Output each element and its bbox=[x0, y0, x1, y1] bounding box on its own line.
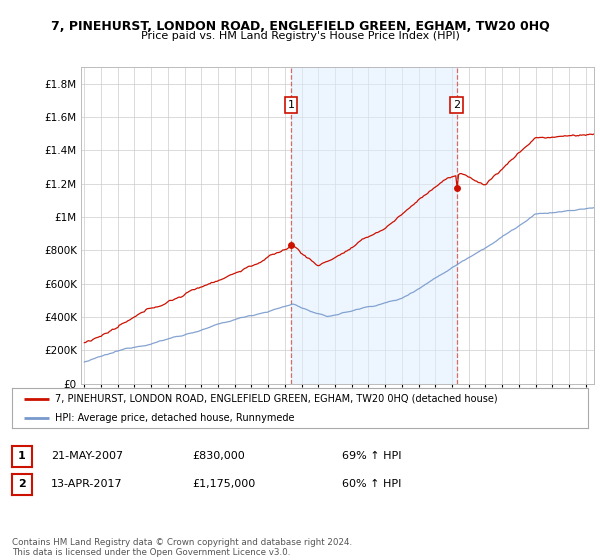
Text: 2: 2 bbox=[18, 479, 26, 489]
Text: 7, PINEHURST, LONDON ROAD, ENGLEFIELD GREEN, EGHAM, TW20 0HQ (detached house): 7, PINEHURST, LONDON ROAD, ENGLEFIELD GR… bbox=[55, 394, 498, 404]
Text: HPI: Average price, detached house, Runnymede: HPI: Average price, detached house, Runn… bbox=[55, 413, 295, 423]
Text: 69% ↑ HPI: 69% ↑ HPI bbox=[342, 451, 401, 461]
Text: 13-APR-2017: 13-APR-2017 bbox=[51, 479, 122, 489]
Text: 1: 1 bbox=[288, 100, 295, 110]
Text: Contains HM Land Registry data © Crown copyright and database right 2024.
This d: Contains HM Land Registry data © Crown c… bbox=[12, 538, 352, 557]
Text: 60% ↑ HPI: 60% ↑ HPI bbox=[342, 479, 401, 489]
Text: 1: 1 bbox=[18, 451, 26, 461]
Text: £830,000: £830,000 bbox=[192, 451, 245, 461]
Text: £1,175,000: £1,175,000 bbox=[192, 479, 255, 489]
Bar bbox=[291, 67, 457, 384]
Text: 2: 2 bbox=[453, 100, 460, 110]
Text: 7, PINEHURST, LONDON ROAD, ENGLEFIELD GREEN, EGHAM, TW20 0HQ: 7, PINEHURST, LONDON ROAD, ENGLEFIELD GR… bbox=[50, 20, 550, 32]
Text: 21-MAY-2007: 21-MAY-2007 bbox=[51, 451, 123, 461]
Text: Price paid vs. HM Land Registry's House Price Index (HPI): Price paid vs. HM Land Registry's House … bbox=[140, 31, 460, 41]
